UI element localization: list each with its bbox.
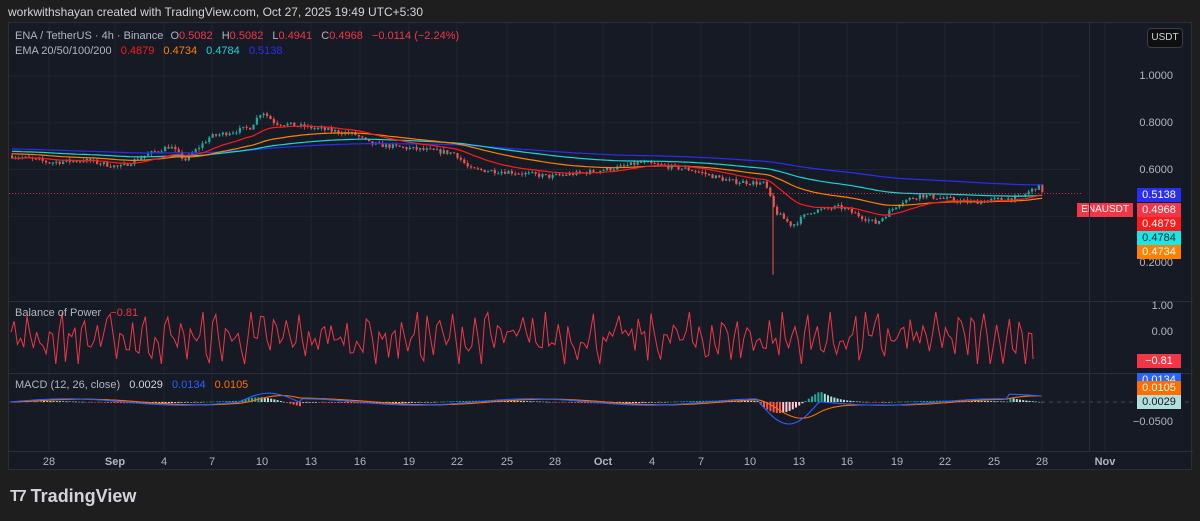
symbol-legend: ENA / TetherUS · 4h · Binance O0.5082 H0… [15,30,460,42]
ema-legend: EMA 20/50/100/200 0.4879 0.4734 0.4784 0… [15,45,283,57]
time-tick: 13 [792,456,806,468]
symbol-title: ENA / TetherUS · 4h · Binance [15,30,164,42]
bop-pane[interactable]: Balance of Power −0.81 1.00 0.00 −0.81 [9,300,1193,374]
ema50-value: 0.4734 [163,45,198,57]
price-tag: 0.4784 [1137,231,1181,245]
time-tick: 19 [402,456,416,468]
price-tick: 0.6000 [1139,163,1173,176]
price-tag: 0.4968 [1137,203,1181,217]
bop-legend: Balance of Power −0.81 [15,307,139,319]
time-tick: 25 [500,456,514,468]
time-tick: 28 [1035,456,1049,468]
tradingview-brand[interactable]: T7 TradingView [10,486,136,507]
time-tick: 22 [450,456,464,468]
time-tick: 22 [938,456,952,468]
ema20-value: 0.4879 [120,45,155,57]
time-tick: Oct [593,456,613,468]
time-tick: 13 [304,456,318,468]
macd-tag: 0.0105 [1137,381,1181,395]
time-tick: 10 [255,456,269,468]
macd-legend: MACD (12, 26, close) 0.0029 0.0134 0.010… [15,379,249,391]
price-tick: 0.8000 [1139,116,1173,129]
bop-tag: −0.81 [1137,354,1181,369]
price-tag: 0.4734 [1137,245,1181,259]
ema200-value: 0.5138 [248,45,283,57]
price-tick: 1.0000 [1139,70,1173,82]
macd-line-value: 0.0134 [171,379,206,391]
price-change: −0.0114 (−2.24%) [371,30,460,42]
ema100-value: 0.4784 [206,45,240,57]
time-axis[interactable]: 28 Sep 4 7 10 13 16 19 22 25 28 Oct 4 7 10 13 16 19 22 25 28… [9,451,1193,471]
macd-pane[interactable]: MACD (12, 26, close) 0.0029 0.0134 0.010… [9,373,1193,453]
time-tick: 4 [648,456,656,468]
macd-tag: 0.0029 [1137,395,1181,409]
brand-name: TradingView [30,486,137,506]
symbol-tag: ENAUSDT [1077,203,1133,217]
axis-separator [1089,23,1090,451]
time-tick: 25 [987,456,1001,468]
time-tick: 28 [42,456,56,468]
time-tick: Nov [1094,456,1116,468]
time-tick: 10 [743,456,757,468]
bop-tick: 0.00 [1151,326,1173,338]
time-tick: 4 [160,456,168,468]
chart-caption: workwithshayan created with TradingView.… [8,5,424,19]
bop-value: −0.81 [110,307,139,319]
price-pane[interactable]: ENA / TetherUS · 4h · Binance O0.5082 H0… [9,23,1193,301]
time-tick: 7 [697,456,705,468]
price-tick: 0.2000 [1139,257,1173,269]
macd-hist-value: 0.0029 [129,379,163,391]
candlestick-chart[interactable] [9,23,1193,301]
price-tag: 0.5138 [1137,188,1181,202]
time-tick: 28 [548,456,562,468]
macd-signal-value: 0.0105 [214,379,249,391]
macd-tick: −0.0500 [1132,416,1173,428]
time-tick: 19 [890,456,904,468]
time-tick: 16 [840,456,854,468]
bop-tick: 1.00 [1151,300,1173,312]
macd-chart[interactable] [9,374,1193,452]
tradingview-logo-icon: T7 [10,487,27,505]
time-tick: 16 [353,456,367,468]
currency-button[interactable]: USDT [1147,28,1183,48]
bop-chart[interactable] [9,302,1193,374]
price-tag: 0.4879 [1137,217,1181,231]
chart-frame: ENA / TetherUS · 4h · Binance O0.5082 H0… [8,22,1193,471]
time-tick: 7 [208,456,216,468]
time-tick: Sep [104,456,126,468]
